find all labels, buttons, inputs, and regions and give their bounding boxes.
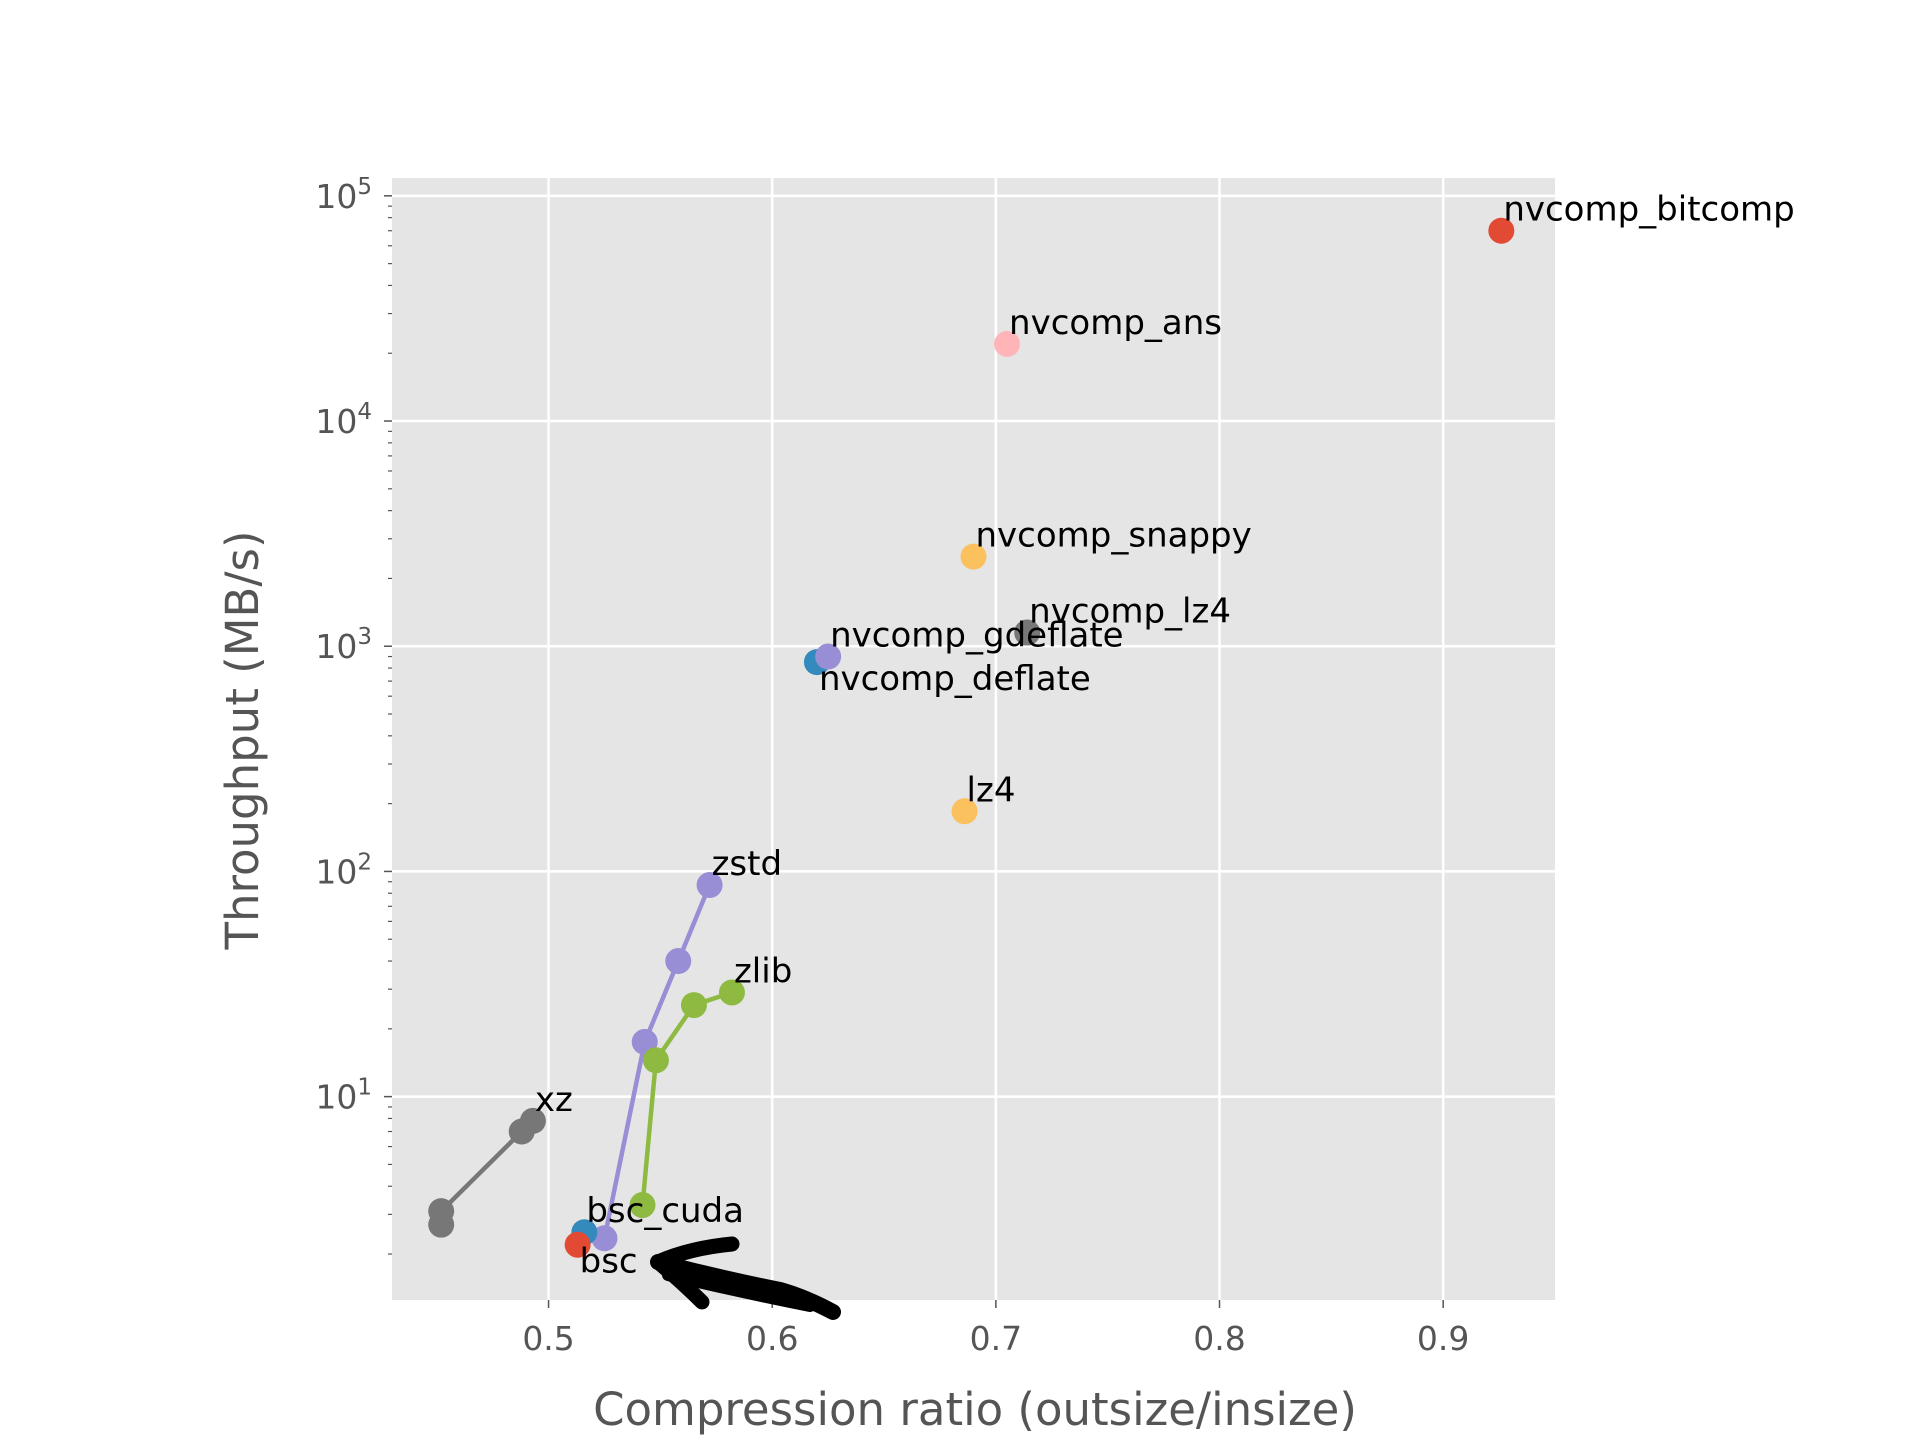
point-label: xz bbox=[535, 1080, 573, 1120]
data-point bbox=[1488, 217, 1515, 244]
point-label: nvcomp_gdeflate bbox=[830, 616, 1123, 656]
x-tick-label: 0.7 bbox=[970, 1319, 1022, 1358]
point-label: nvcomp_ans bbox=[1009, 303, 1222, 343]
series-layer bbox=[428, 217, 1515, 1258]
x-tick-label: 0.5 bbox=[522, 1319, 574, 1358]
data-point bbox=[629, 1192, 656, 1219]
data-point bbox=[428, 1198, 455, 1225]
point-label: nvcomp_bitcomp bbox=[1503, 190, 1794, 230]
point-label: zlib bbox=[734, 951, 792, 991]
series-line bbox=[602, 884, 712, 1239]
y-axis-label: Throughput (MB/s) bbox=[216, 530, 269, 950]
point-labels: nvcomp_bitcomp nvcomp_ans nvcomp_snappynvc… bbox=[535, 190, 1795, 1282]
x-tick-label: 0.6 bbox=[746, 1319, 798, 1358]
data-point bbox=[680, 992, 707, 1019]
point-label: nvcomp_snappy bbox=[976, 516, 1252, 556]
y-axis-ticks: 101 102 103 104 105 bbox=[315, 174, 392, 1255]
point-label: bsc bbox=[580, 1242, 638, 1282]
data-point bbox=[815, 643, 842, 670]
x-tick-label: 0.9 bbox=[1417, 1319, 1469, 1358]
point-label: zstd bbox=[712, 844, 782, 884]
y-tick-label: 104 bbox=[315, 399, 372, 441]
data-point bbox=[994, 330, 1021, 357]
x-axis-ticks: 0.5 0.6 0.7 0.8 0.9 bbox=[522, 1300, 1469, 1358]
y-tick-label: 105 bbox=[315, 174, 372, 216]
x-axis-label: Compression ratio (outsize/insize) bbox=[593, 1383, 1357, 1436]
data-point bbox=[591, 1225, 618, 1252]
y-tick-label: 102 bbox=[315, 849, 372, 891]
x-tick-label: 0.8 bbox=[1193, 1319, 1245, 1358]
data-point bbox=[951, 798, 978, 825]
data-point bbox=[696, 872, 723, 899]
plot-background bbox=[392, 178, 1555, 1300]
data-point bbox=[1014, 619, 1041, 646]
data-point bbox=[665, 948, 692, 975]
y-tick-label: 103 bbox=[315, 624, 372, 666]
grid bbox=[392, 178, 1555, 1300]
arrow-head-lower bbox=[650, 1254, 710, 1310]
data-point bbox=[718, 979, 745, 1006]
point-label: bsc_cuda bbox=[586, 1191, 744, 1231]
series-line bbox=[640, 990, 733, 1206]
point-label: lz4 bbox=[967, 770, 1016, 810]
data-point bbox=[519, 1107, 546, 1134]
y-tick-label: 101 bbox=[315, 1075, 372, 1117]
data-point bbox=[642, 1047, 669, 1074]
data-point bbox=[960, 543, 987, 570]
point-label: nvcomp_deflate bbox=[819, 659, 1091, 699]
point-label: nvcomp_lz4 bbox=[1029, 592, 1231, 632]
arrow-annotation bbox=[650, 1236, 841, 1320]
data-point bbox=[564, 1231, 591, 1258]
